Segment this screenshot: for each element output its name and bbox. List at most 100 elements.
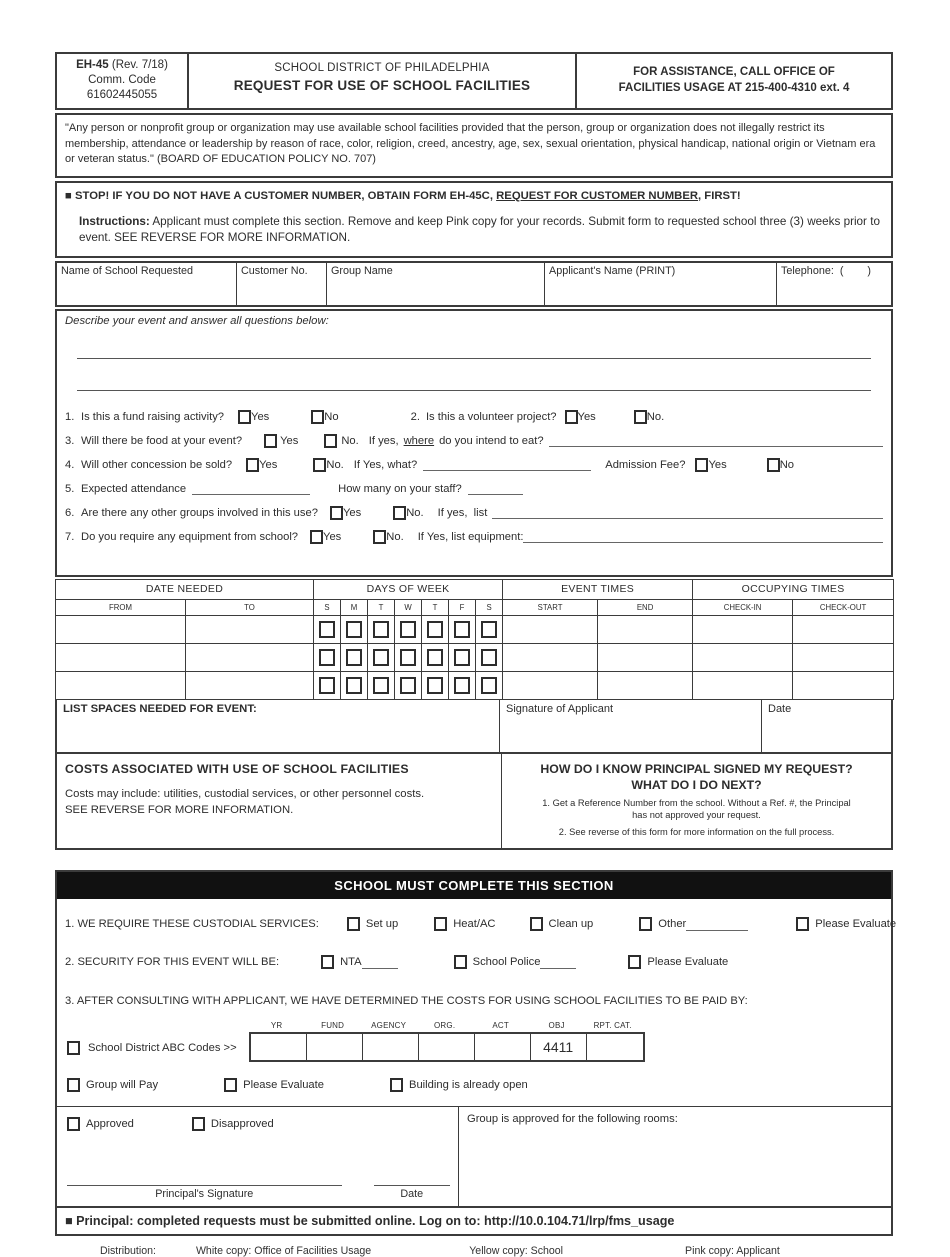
- day-checkbox[interactable]: [427, 620, 444, 638]
- end-cell[interactable]: [597, 670, 694, 700]
- please-evaluate-checkbox[interactable]: [796, 917, 810, 931]
- q7-no-checkbox[interactable]: [373, 529, 387, 544]
- abc-act-cell[interactable]: [475, 1034, 531, 1060]
- check-in-cell[interactable]: [692, 614, 794, 644]
- q2-yes-checkbox[interactable]: [564, 409, 578, 424]
- day-checkbox[interactable]: [373, 620, 390, 638]
- day-checkbox[interactable]: [454, 676, 471, 694]
- day-monday-header: M: [340, 598, 369, 616]
- to-cell[interactable]: [184, 614, 315, 644]
- start-cell[interactable]: [502, 642, 599, 672]
- start-cell[interactable]: [502, 670, 599, 700]
- q6-list-input-line[interactable]: [492, 506, 883, 519]
- from-cell[interactable]: [55, 614, 186, 644]
- abc-org-cell[interactable]: [419, 1034, 475, 1060]
- q5-attendance-input-line[interactable]: [192, 482, 311, 495]
- day-checkbox[interactable]: [319, 676, 336, 694]
- applicant-name-field[interactable]: Applicant's Name (PRINT): [545, 262, 777, 305]
- abc-rptcat-cell[interactable]: [587, 1034, 643, 1060]
- cleanup-checkbox[interactable]: [529, 917, 543, 931]
- q4-no-checkbox[interactable]: [313, 457, 327, 472]
- q7-equipment-input-line[interactable]: [523, 530, 883, 543]
- q5-staff-input-line[interactable]: [467, 482, 523, 495]
- heat-ac-checkbox[interactable]: [434, 917, 448, 931]
- q1-yes-checkbox[interactable]: [238, 409, 252, 424]
- group-will-pay-checkbox[interactable]: [67, 1078, 80, 1092]
- check-out-cell[interactable]: [792, 670, 895, 700]
- q1-no-checkbox[interactable]: [311, 409, 325, 424]
- day-checkbox[interactable]: [373, 648, 390, 666]
- approved-checkbox[interactable]: [67, 1117, 80, 1131]
- abc-act-header: ACT: [492, 1021, 509, 1030]
- pay-evaluate-checkbox[interactable]: [224, 1078, 238, 1092]
- check-in-cell[interactable]: [692, 642, 794, 672]
- day-checkbox[interactable]: [481, 676, 498, 694]
- setup-checkbox[interactable]: [346, 917, 360, 931]
- event-description-line1[interactable]: [77, 357, 871, 359]
- school-name-field[interactable]: Name of School Requested: [57, 262, 237, 305]
- customer-no-field[interactable]: Customer No.: [237, 262, 327, 305]
- q4-fee-no-checkbox[interactable]: [766, 457, 780, 472]
- abc-agency-cell[interactable]: [363, 1034, 419, 1060]
- applicant-signature-field[interactable]: Signature of Applicant: [500, 699, 762, 752]
- to-cell[interactable]: [184, 642, 315, 672]
- event-description-line2[interactable]: [77, 389, 871, 391]
- day-checkbox[interactable]: [346, 676, 363, 694]
- day-checkbox[interactable]: [319, 648, 336, 666]
- q3-yes-checkbox[interactable]: [264, 433, 278, 448]
- day-checkbox[interactable]: [481, 620, 498, 638]
- distribution-label: Distribution:: [100, 1245, 156, 1257]
- end-cell[interactable]: [597, 614, 694, 644]
- q4-what-input-line[interactable]: [423, 458, 592, 471]
- other-checkbox[interactable]: [639, 917, 653, 931]
- day-checkbox[interactable]: [319, 620, 336, 638]
- nta-checkbox[interactable]: [321, 955, 335, 969]
- abc-yr-cell[interactable]: [251, 1034, 307, 1060]
- security-evaluate-checkbox[interactable]: [628, 955, 642, 969]
- telephone-field[interactable]: Telephone: ( ): [777, 263, 891, 305]
- check-in-cell[interactable]: [692, 670, 794, 700]
- check-out-cell[interactable]: [792, 642, 895, 672]
- group-name-field[interactable]: Group Name: [327, 262, 545, 305]
- q4-fee-yes-checkbox[interactable]: [695, 457, 709, 472]
- day-checkbox[interactable]: [427, 648, 444, 666]
- from-cell[interactable]: [55, 642, 186, 672]
- day-checkbox[interactable]: [346, 620, 363, 638]
- end-cell[interactable]: [597, 642, 694, 672]
- signature-date-field[interactable]: Date: [762, 700, 891, 752]
- day-checkbox[interactable]: [373, 676, 390, 694]
- list-spaces-field[interactable]: LIST SPACES NEEDED FOR EVENT:: [57, 699, 500, 752]
- q7-yes-checkbox[interactable]: [310, 529, 324, 544]
- building-open-checkbox[interactable]: [389, 1078, 403, 1092]
- to-cell[interactable]: [184, 670, 315, 700]
- q3-no-checkbox[interactable]: [324, 433, 338, 448]
- day-checkbox[interactable]: [400, 620, 417, 638]
- day-checkbox[interactable]: [400, 648, 417, 666]
- q6-yes-checkbox[interactable]: [329, 505, 343, 520]
- day-checkbox[interactable]: [481, 648, 498, 666]
- abc-obj-cell[interactable]: 4411: [531, 1034, 587, 1060]
- day-checkbox[interactable]: [454, 648, 471, 666]
- from-cell[interactable]: [55, 670, 186, 700]
- disapproved-checkbox[interactable]: [191, 1117, 205, 1131]
- q3-eat-input-line[interactable]: [548, 434, 883, 447]
- abc-fund-cell[interactable]: [307, 1034, 363, 1060]
- approved-rooms-field[interactable]: Group is approved for the following room…: [459, 1107, 891, 1206]
- day-checkbox[interactable]: [346, 648, 363, 666]
- q4-yes-checkbox[interactable]: [246, 457, 260, 472]
- q1-number: 1.: [65, 410, 75, 423]
- school-police-checkbox[interactable]: [453, 955, 467, 969]
- day-checkbox[interactable]: [427, 676, 444, 694]
- other-input-line[interactable]: [686, 918, 749, 931]
- principal-signature-line[interactable]: Principal's Signature: [67, 1185, 342, 1200]
- nta-input-line[interactable]: [361, 956, 398, 969]
- q2-no-checkbox[interactable]: [633, 409, 647, 424]
- q6-no-checkbox[interactable]: [393, 505, 407, 520]
- approval-date-line[interactable]: Date: [373, 1185, 450, 1200]
- day-checkbox[interactable]: [400, 676, 417, 694]
- start-cell[interactable]: [502, 614, 599, 644]
- check-out-cell[interactable]: [792, 614, 895, 644]
- school-police-input-line[interactable]: [540, 956, 577, 969]
- abc-codes-checkbox[interactable]: [67, 1041, 80, 1055]
- day-checkbox[interactable]: [454, 620, 471, 638]
